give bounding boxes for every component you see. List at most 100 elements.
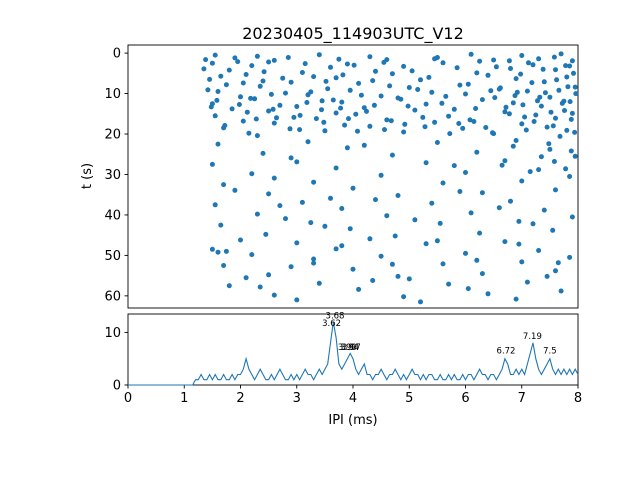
scatter-point xyxy=(294,297,300,303)
y-tick-label: 60 xyxy=(104,289,121,304)
scatter-point xyxy=(522,114,528,120)
scatter-point xyxy=(253,116,259,122)
scatter-point xyxy=(406,276,412,282)
scatter-point xyxy=(238,237,243,243)
scatter-point xyxy=(305,139,311,145)
scatter-point xyxy=(283,216,288,222)
scatter-point xyxy=(520,102,526,108)
scatter-point xyxy=(311,256,317,262)
scatter-point xyxy=(370,278,376,283)
scatter-point xyxy=(479,97,485,103)
scatter-point xyxy=(215,141,221,147)
scatter-point xyxy=(423,101,429,107)
scatter-point xyxy=(351,62,357,68)
scatter-point xyxy=(260,150,266,156)
scatter-point xyxy=(492,95,498,101)
scatter-point xyxy=(529,80,535,86)
scatter-point xyxy=(538,103,544,109)
y-tick-label: 10 xyxy=(104,87,121,102)
scatter-point xyxy=(347,87,353,93)
scatter-point xyxy=(463,91,468,97)
scatter-point xyxy=(367,236,373,242)
scatter-point xyxy=(409,68,415,74)
scatter-point xyxy=(361,142,367,148)
scatter-point xyxy=(463,170,468,175)
scatter-point xyxy=(557,133,563,139)
scatter-point xyxy=(456,121,462,126)
scatter-point xyxy=(339,99,345,105)
scatter-point xyxy=(437,220,443,226)
scatter-point xyxy=(378,172,384,178)
scatter-point xyxy=(553,187,558,193)
scatter-point xyxy=(544,124,550,130)
scatter-point xyxy=(439,100,445,106)
scatter-point xyxy=(395,193,401,198)
scatter-point xyxy=(353,111,359,117)
scatter-point xyxy=(212,202,218,208)
scatter-point xyxy=(465,286,471,292)
scatter-point xyxy=(291,114,297,120)
y-tick-label: 0 xyxy=(113,47,121,62)
scatter-point xyxy=(488,88,494,94)
scatter-point xyxy=(550,227,556,233)
scatter-point xyxy=(569,214,575,220)
y-tick-label: 0 xyxy=(113,379,121,394)
scatter-point xyxy=(547,146,553,152)
scatter-point xyxy=(446,281,452,287)
scatter-point xyxy=(350,185,356,191)
scatter-point xyxy=(467,117,473,123)
scatter-point xyxy=(531,119,537,124)
scatter-point xyxy=(485,291,491,297)
scatter-point xyxy=(401,63,407,69)
scatter-point xyxy=(263,231,269,237)
scatter-point xyxy=(325,86,331,92)
scatter-point xyxy=(266,59,272,65)
scatter-point xyxy=(358,92,364,98)
scatter-point xyxy=(553,67,558,73)
scatter-point xyxy=(563,166,569,172)
scatter-point xyxy=(221,263,227,268)
scatter-point xyxy=(418,77,423,83)
scatter-point xyxy=(297,112,303,118)
scatter-point xyxy=(389,152,395,158)
scatter-point xyxy=(226,283,232,289)
scatter-point xyxy=(232,55,238,61)
scatter-point xyxy=(567,99,573,105)
x-axis-label: IPI (ms) xyxy=(328,413,377,428)
scatter-point xyxy=(215,89,221,94)
scatter-point xyxy=(558,51,564,57)
scatter-point xyxy=(344,145,350,151)
scatter-point xyxy=(311,260,317,266)
scatter-point xyxy=(490,130,495,136)
scatter-point xyxy=(562,108,567,113)
scatter-point xyxy=(218,222,224,228)
scatter-point xyxy=(370,78,376,84)
scatter-point xyxy=(426,74,432,80)
x-axis-ticks: 0 1 2 3 4 5 6 7 8 xyxy=(124,385,582,406)
scatter-point xyxy=(203,57,209,63)
x-tick-label: 8 xyxy=(574,391,582,406)
scatter-point xyxy=(508,66,513,71)
scatter-point xyxy=(339,243,345,249)
scatter-point xyxy=(333,110,339,116)
scatter-point xyxy=(308,220,314,226)
scatter-point xyxy=(412,217,418,223)
scatter-point xyxy=(364,108,369,114)
scatter-point xyxy=(563,63,569,69)
scatter-point xyxy=(446,113,452,119)
y-tick-label: 50 xyxy=(104,249,121,264)
scatter-point xyxy=(212,113,218,119)
scatter-points xyxy=(201,51,579,305)
scatter-point xyxy=(288,79,294,85)
scatter-point xyxy=(333,165,339,171)
scatter-point xyxy=(479,190,485,196)
scatter-point xyxy=(355,128,360,134)
scatter-point xyxy=(423,160,429,166)
scatter-point xyxy=(541,207,547,213)
scatter-point xyxy=(322,223,328,229)
scatter-point xyxy=(491,57,497,63)
scatter-point xyxy=(415,87,421,92)
scatter-point xyxy=(506,111,512,117)
scatter-point xyxy=(523,127,529,133)
scatter-point xyxy=(240,80,246,86)
